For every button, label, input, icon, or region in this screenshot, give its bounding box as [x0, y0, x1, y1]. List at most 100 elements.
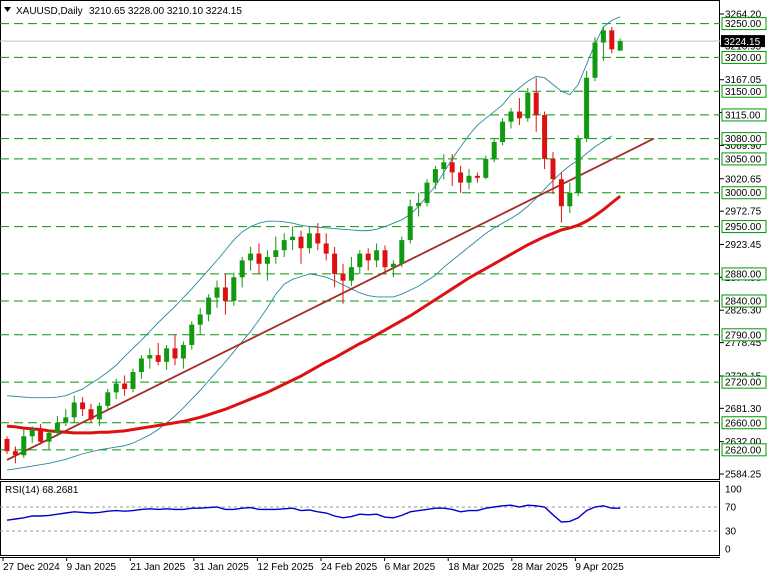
- candle-body: [399, 240, 405, 264]
- level-tag: [721, 132, 767, 146]
- candle-body: [122, 383, 128, 389]
- candle-body: [214, 287, 220, 298]
- candle-body: [449, 162, 455, 173]
- candle-body: [508, 111, 514, 122]
- x-tick-label: 28 Mar 2025: [512, 562, 569, 573]
- level-tag: [721, 416, 767, 430]
- rsi-tick-label: 30: [725, 527, 737, 538]
- level-tag-label: 2660.00: [725, 418, 762, 429]
- x-tick-label: 9 Jan 2025: [67, 562, 117, 573]
- candle-body: [239, 260, 245, 278]
- candle-body: [105, 392, 111, 406]
- x-tick-label: 9 Apr 2025: [575, 562, 624, 573]
- x-tick-label: 6 Mar 2025: [385, 562, 436, 573]
- candle-body: [206, 297, 212, 315]
- level-tag: [721, 50, 767, 64]
- y-tick-label: 2826.30: [725, 306, 762, 317]
- bollinger-bands: [6, 16, 621, 471]
- level-tag-label: 3250.00: [725, 19, 762, 30]
- current-price-label: 3224.15: [724, 37, 761, 48]
- level-tag-label: 3150.00: [725, 87, 762, 98]
- candle-body: [231, 277, 237, 301]
- y-tick-label: 2923.45: [725, 240, 762, 251]
- candle-body: [147, 355, 153, 359]
- candle-body: [592, 42, 598, 78]
- level-tag-label: 3000.00: [725, 188, 762, 199]
- candle-body: [138, 358, 144, 373]
- price-axis: 3264.203216.953167.053118.553069.903020.…: [720, 10, 767, 481]
- level-tag-label: 2720.00: [725, 378, 762, 389]
- candle-body: [38, 429, 44, 442]
- candle-body: [533, 92, 539, 115]
- candle-body: [348, 267, 354, 281]
- ohlc-readout: 3210.65 3228.00 3210.10 3224.15: [89, 6, 242, 17]
- candle-body: [483, 158, 489, 178]
- level-tag: [721, 17, 767, 31]
- candle-body: [323, 243, 329, 254]
- trendline: [6, 137, 655, 461]
- candle-body: [4, 438, 10, 452]
- candle-body: [273, 250, 279, 258]
- level-tag: [721, 267, 767, 281]
- candle-body: [197, 314, 203, 325]
- candles: [4, 26, 623, 464]
- candle-body: [458, 172, 464, 183]
- candle-body: [407, 206, 413, 241]
- candle-body: [474, 175, 480, 178]
- triangle-down-icon[interactable]: [4, 7, 11, 12]
- candle-body: [584, 77, 590, 139]
- level-tag: [721, 443, 767, 457]
- level-tag-label: 2790.00: [725, 330, 762, 341]
- candle-body: [12, 451, 18, 456]
- candle-body: [290, 236, 296, 241]
- candle-body: [500, 121, 506, 142]
- time-axis: 27 Dec 2024 9 Jan 2025 21 Jan 2025 31 Jan 2…: [2, 557, 624, 573]
- candle-body: [298, 236, 304, 249]
- candle-body: [600, 30, 606, 43]
- moving-average: [6, 194, 622, 435]
- candle-body: [256, 253, 262, 264]
- rsi-panel-frame: [0, 481, 720, 556]
- rsi-tick-label: 100: [725, 485, 742, 496]
- level-tag-label: 2950.00: [725, 222, 762, 233]
- y-tick-label: 3264.20: [725, 10, 762, 21]
- rsi-indicator: 100 70 30 0: [0, 485, 742, 556]
- level-tag: [721, 375, 767, 389]
- candle-body: [88, 409, 94, 420]
- y-tick-label: 2778.45: [725, 338, 762, 349]
- level-tag-label: 3115.00: [725, 110, 761, 121]
- level-tag: [721, 328, 767, 342]
- candle-body: [130, 372, 136, 389]
- candle-body: [21, 436, 27, 456]
- candle-body: [248, 253, 254, 261]
- y-tick-label: 3069.90: [725, 141, 762, 152]
- level-tag: [721, 220, 767, 234]
- candle-body: [416, 202, 422, 207]
- trendline-line: [6, 137, 655, 461]
- level-tag: [721, 84, 767, 98]
- bollinger-lower: [6, 135, 613, 471]
- candle-body: [113, 383, 119, 393]
- candle-body: [550, 158, 556, 180]
- candle-body: [357, 253, 363, 268]
- candle-body: [222, 287, 228, 301]
- candle-body: [46, 432, 52, 442]
- x-tick-label: 27 Dec 2024: [3, 562, 60, 573]
- candle-body: [567, 192, 573, 207]
- candle-body: [491, 141, 497, 159]
- level-tag-label: 3080.00: [725, 134, 762, 145]
- candle-body: [525, 92, 531, 119]
- level-tag: [721, 152, 767, 166]
- candle-body: [340, 273, 346, 281]
- x-tick-label: 12 Feb 2025: [257, 562, 314, 573]
- candle-body: [54, 422, 60, 433]
- candle-body: [516, 111, 522, 119]
- candle-body: [306, 233, 312, 249]
- candle-body: [172, 348, 178, 359]
- candle-body: [432, 169, 438, 183]
- current-price-tag: [721, 35, 765, 48]
- rsi-line: [6, 504, 621, 523]
- level-tag-label: 2840.00: [725, 296, 762, 307]
- x-tick-label: 24 Feb 2025: [321, 562, 378, 573]
